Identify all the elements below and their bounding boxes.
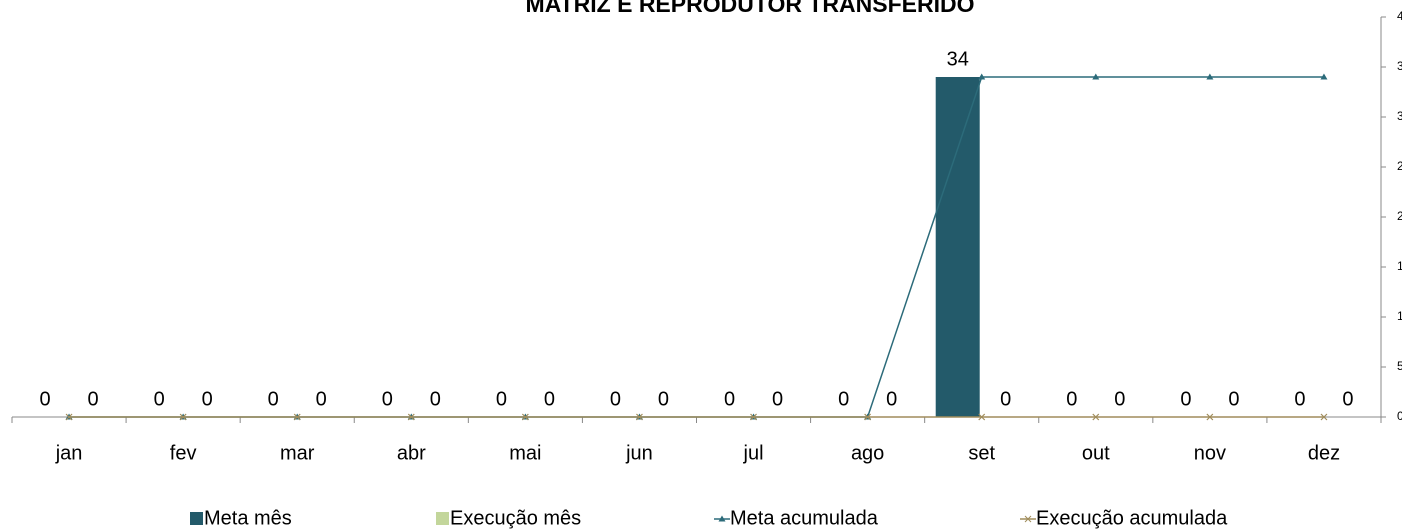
data-label: 0 [610, 388, 621, 410]
data-label: 0 [87, 388, 98, 410]
data-label: 0 [1228, 388, 1239, 410]
x-tick-label: jul [743, 442, 764, 464]
data-label: 0 [886, 388, 897, 410]
data-label: 0 [1066, 388, 1077, 410]
data-label: 0 [838, 388, 849, 410]
data-label: 0 [1114, 388, 1125, 410]
bar [935, 77, 980, 417]
y-tick-label: 35 [1397, 59, 1402, 73]
marker [1206, 73, 1214, 80]
marker [1320, 413, 1328, 421]
y-tick-label: 5 [1397, 359, 1402, 373]
data-label: 0 [154, 388, 165, 410]
legend-marker [1024, 515, 1032, 523]
y-tick-label: 30 [1397, 109, 1402, 123]
y-tick-label: 10 [1397, 309, 1402, 323]
data-label: 0 [544, 388, 555, 410]
legend-label: Meta acumulada [730, 507, 879, 529]
data-label: 0 [382, 388, 393, 410]
x-tick-label: jan [55, 442, 83, 464]
legend-marker [718, 515, 726, 522]
y-tick-label: 15 [1397, 259, 1402, 273]
data-label: 0 [1294, 388, 1305, 410]
legend-label: Execução acumulada [1036, 507, 1228, 529]
legend-swatch [190, 512, 203, 525]
x-tick-label: abr [397, 442, 426, 464]
x-tick-label: mai [509, 442, 541, 464]
marker [407, 413, 415, 421]
y-tick-label: 0 [1397, 409, 1402, 423]
marker [978, 413, 986, 421]
data-label: 0 [316, 388, 327, 410]
chart-title: MATRIZ E REPRODUTOR TRANSFERIDO [526, 0, 975, 17]
x-tick-label: dez [1308, 442, 1340, 464]
legend-label: Meta mês [204, 507, 292, 529]
data-label: 0 [1180, 388, 1191, 410]
data-label: 0 [1000, 388, 1011, 410]
data-label: 0 [1342, 388, 1353, 410]
marker [750, 413, 757, 421]
y-tick-label: 20 [1397, 209, 1402, 223]
data-label: 34 [947, 48, 969, 70]
legend-swatch [436, 512, 449, 525]
y-tick-label: 40 [1397, 9, 1402, 23]
marker [864, 413, 872, 421]
legend-label: Execução mês [450, 507, 581, 529]
data-label: 0 [430, 388, 441, 410]
x-tick-label: fev [170, 442, 197, 464]
data-label: 0 [496, 388, 507, 410]
marker [1092, 413, 1100, 421]
marker [1206, 413, 1214, 421]
x-tick-label: jun [625, 442, 653, 464]
marker [179, 413, 187, 421]
data-label: 0 [202, 388, 213, 410]
x-tick-label: set [968, 442, 995, 464]
marker [1320, 73, 1328, 80]
marker [521, 413, 529, 421]
data-label: 0 [268, 388, 279, 410]
x-tick-label: nov [1194, 442, 1226, 464]
marker [65, 413, 73, 421]
marker [1092, 73, 1100, 80]
x-tick-label: ago [851, 442, 884, 464]
data-label: 0 [772, 388, 783, 410]
y-tick-label: 25 [1397, 159, 1402, 173]
data-label: 0 [658, 388, 669, 410]
data-label: 0 [39, 388, 50, 410]
marker [636, 413, 643, 421]
marker [293, 413, 301, 421]
x-tick-label: mar [280, 442, 315, 464]
x-tick-label: out [1082, 442, 1110, 464]
line [69, 76, 1324, 418]
marker [978, 73, 986, 80]
data-label: 0 [724, 388, 735, 410]
